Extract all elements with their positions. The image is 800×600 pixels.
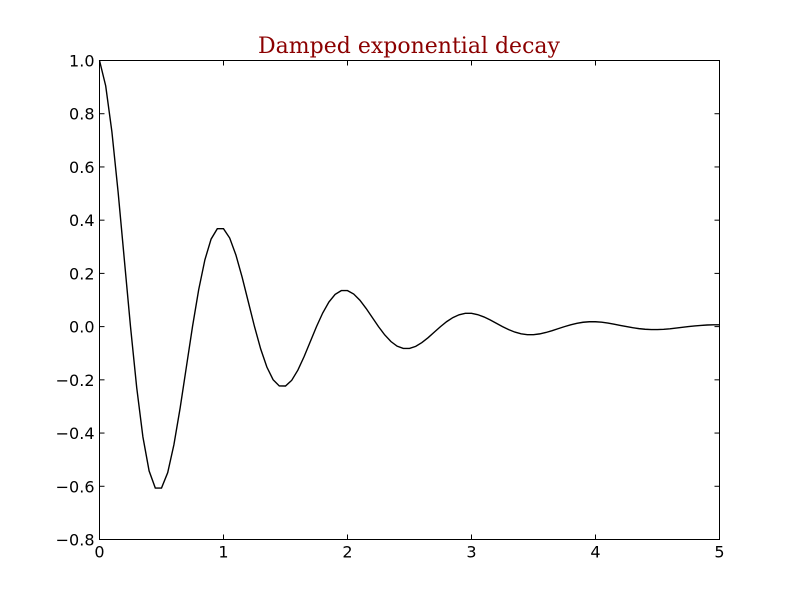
x-tick-label: 2 [342, 543, 352, 562]
y-tick-label: 1.0 [69, 52, 94, 71]
y-tick-label: 0.4 [69, 211, 94, 230]
x-tick-label: 1 [218, 543, 228, 562]
y-tick-label: −0.6 [56, 477, 95, 496]
series-line-damped-decay [98, 60, 720, 489]
x-tick-label: 0 [94, 543, 104, 562]
y-tick-label: 0.2 [69, 264, 94, 283]
x-tick-label: 3 [466, 543, 476, 562]
axis-tick-labels: 0 1 2 3 4 5 −0.8 −0.6 −0.4 −0.2 0.0 0.2 0.4 0.6 0.8 1.0 [56, 52, 725, 562]
x-tick-label: 5 [714, 543, 724, 562]
axis-ticks [99, 60, 720, 540]
plot-area-frame [99, 60, 720, 540]
y-tick-label: −0.2 [56, 371, 95, 390]
chart-title: Damped exponential decay [258, 34, 560, 59]
y-tick-label: −0.8 [56, 531, 95, 550]
y-tick-label: 0.0 [69, 318, 94, 337]
y-tick-label: 0.8 [69, 105, 94, 124]
y-tick-label: −0.4 [56, 424, 95, 443]
x-tick-label: 4 [590, 543, 600, 562]
y-tick-label: 0.6 [69, 158, 94, 177]
